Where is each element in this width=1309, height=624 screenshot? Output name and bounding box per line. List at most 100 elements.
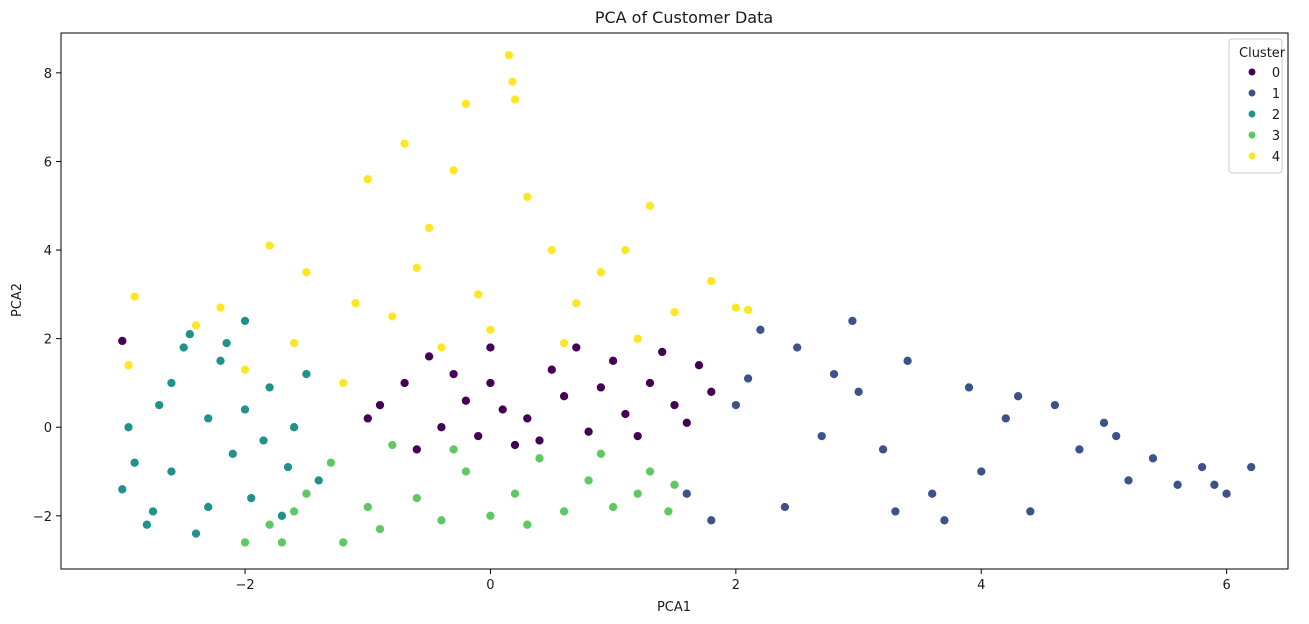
cluster-0-point bbox=[546, 364, 557, 375]
cluster-3-point bbox=[240, 537, 250, 548]
cluster-2-point bbox=[117, 484, 128, 495]
cluster-4-point bbox=[362, 174, 373, 185]
cluster-2-point bbox=[283, 462, 293, 472]
cluster-1-point bbox=[829, 369, 839, 379]
cluster-3-point bbox=[264, 519, 275, 530]
cluster-3-point bbox=[461, 466, 471, 477]
cluster-1-point bbox=[731, 400, 741, 410]
cluster-3-point bbox=[289, 506, 299, 517]
cluster-1-point bbox=[1197, 462, 1207, 472]
cluster-0-point bbox=[669, 400, 680, 410]
cluster-0-point bbox=[497, 404, 508, 415]
cluster-1-point bbox=[706, 515, 717, 526]
cluster-0-point bbox=[424, 351, 434, 362]
cluster-1-point bbox=[1111, 431, 1122, 441]
cluster-3-point bbox=[559, 506, 569, 517]
x-tick-label: −2 bbox=[235, 578, 254, 593]
cluster-1-point bbox=[1246, 462, 1257, 472]
cluster-0-point bbox=[681, 417, 692, 428]
cluster-4-point bbox=[411, 262, 422, 273]
cluster-4-point bbox=[596, 267, 606, 278]
cluster-3-point bbox=[596, 448, 606, 459]
cluster-3-point bbox=[375, 524, 385, 534]
cluster-0-point bbox=[522, 413, 533, 424]
legend: Cluster 0 1 2 3 4 bbox=[1228, 38, 1286, 174]
cluster-4-point bbox=[620, 245, 631, 255]
cluster-1-point bbox=[755, 324, 766, 335]
x-tick-label: 4 bbox=[977, 578, 985, 593]
cluster-1-point bbox=[1148, 453, 1158, 464]
cluster-0-point bbox=[411, 444, 422, 455]
cluster-1-point bbox=[1172, 479, 1183, 490]
cluster-1-point bbox=[816, 431, 827, 441]
cluster-4-point bbox=[743, 305, 753, 315]
cluster-0-point bbox=[608, 355, 618, 366]
cluster-2-point bbox=[289, 422, 299, 433]
cluster-1-point bbox=[681, 488, 692, 499]
cluster-1-point bbox=[1099, 417, 1109, 428]
cluster-1-point bbox=[853, 386, 864, 397]
legend-box bbox=[1228, 38, 1283, 174]
cluster-4-point bbox=[669, 307, 680, 317]
cluster-4-point bbox=[123, 360, 134, 371]
y-tick-label: −2 bbox=[33, 510, 52, 525]
cluster-4-point bbox=[448, 165, 459, 176]
cluster-0-point bbox=[632, 431, 643, 441]
cluster-4-point bbox=[289, 338, 299, 348]
cluster-3-point bbox=[632, 488, 643, 499]
cluster-1-point bbox=[780, 502, 790, 512]
cluster-2-point bbox=[258, 435, 269, 446]
cluster-2-point bbox=[277, 510, 287, 521]
cluster-2-point bbox=[203, 413, 214, 424]
cluster-1-point bbox=[878, 444, 888, 455]
cluster-1-point bbox=[939, 515, 950, 526]
cluster-2-point bbox=[246, 493, 257, 503]
legend-marker-2 bbox=[1247, 109, 1257, 119]
cluster-0-point bbox=[571, 342, 582, 353]
cluster-2-point bbox=[166, 466, 177, 477]
cluster-2-point bbox=[178, 342, 189, 353]
legend-marker-4 bbox=[1247, 151, 1257, 161]
cluster-1-point bbox=[1123, 475, 1134, 486]
cluster-2-point bbox=[227, 448, 238, 459]
cluster-2-point bbox=[301, 369, 312, 379]
cluster-4-point bbox=[129, 291, 140, 302]
cluster-3-point bbox=[583, 475, 594, 486]
y-tick-label: 0 bbox=[44, 421, 52, 436]
cluster-2-point bbox=[142, 519, 152, 530]
cluster-3-point bbox=[663, 506, 674, 517]
cluster-2-point bbox=[166, 378, 177, 388]
cluster-2-point bbox=[129, 457, 140, 468]
cluster-0-point bbox=[448, 369, 459, 379]
cluster-2-point bbox=[184, 329, 195, 340]
cluster-1-point bbox=[847, 316, 858, 326]
cluster-3-point bbox=[362, 502, 373, 512]
cluster-4-point bbox=[461, 99, 471, 109]
x-axis-label: PCA1 bbox=[657, 600, 691, 615]
cluster-0-point bbox=[510, 440, 520, 450]
cluster-3-point bbox=[436, 515, 447, 526]
cluster-1-point bbox=[964, 382, 974, 393]
cluster-2-point bbox=[264, 382, 275, 393]
cluster-2-point bbox=[240, 404, 250, 415]
cluster-3-point bbox=[669, 479, 680, 490]
y-axis: −2 0 2 4 6 8 bbox=[33, 67, 61, 525]
x-tick-label: 6 bbox=[1223, 578, 1231, 593]
cluster-0-point bbox=[436, 422, 447, 433]
legend-label-4: 4 bbox=[1272, 150, 1280, 165]
cluster-0-point bbox=[485, 378, 496, 388]
legend-label-3: 3 bbox=[1272, 129, 1280, 144]
cluster-4-point bbox=[507, 76, 518, 87]
cluster-4-point bbox=[632, 333, 643, 344]
cluster-4-point bbox=[424, 223, 434, 233]
y-tick-label: 6 bbox=[44, 155, 52, 170]
cluster-1-point bbox=[976, 466, 987, 477]
cluster-0-point bbox=[117, 336, 128, 346]
cluster-3-point bbox=[534, 453, 545, 464]
cluster-0-point bbox=[485, 342, 496, 353]
cluster-0-point bbox=[461, 395, 471, 406]
cluster-4-point bbox=[215, 302, 226, 313]
x-tick-label: 2 bbox=[732, 578, 740, 593]
cluster-4-point bbox=[350, 298, 361, 309]
cluster-2-point bbox=[215, 355, 226, 366]
